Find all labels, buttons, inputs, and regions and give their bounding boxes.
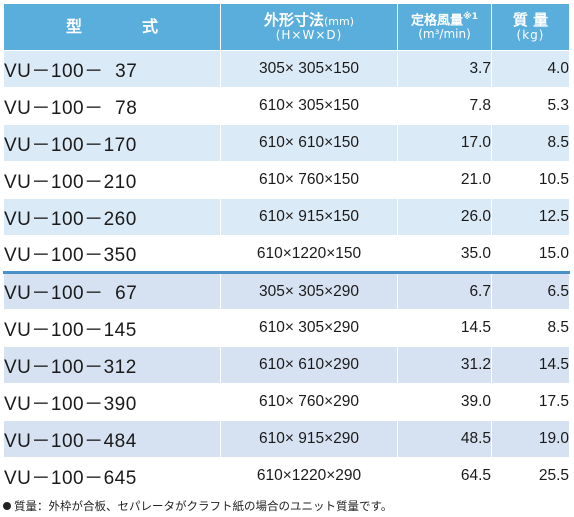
- model-cell: VU－100－ 67: [3, 271, 221, 310]
- model-cell: VU－100－ 78: [3, 87, 221, 125]
- footnote: 質量：外枠が合板、セパレータがクラフト紙の場合のユニット質量です。: [3, 498, 392, 514]
- mass-cell: 19.0: [491, 420, 570, 458]
- dims-cell: 305× 305×150: [220, 50, 398, 88]
- mass-cell: 12.5: [491, 198, 570, 236]
- flow-cell: 26.0: [397, 198, 492, 236]
- table-row: VU－100－350 610×1220×150 35.0 15.0: [3, 235, 570, 273]
- header-flow-label: 定格風量: [410, 12, 463, 28]
- header-flow-mark: ※1: [463, 11, 479, 22]
- model-cell: VU－100－210: [3, 161, 221, 199]
- table-row: VU－100－260 610× 915×150 26.0 12.5: [3, 198, 570, 236]
- dims-cell: 610×1220×150: [220, 235, 398, 273]
- mass-cell: 15.0: [491, 235, 570, 273]
- header-type-label: 型式: [65, 17, 218, 37]
- dims-cell: 610× 760×150: [220, 161, 398, 199]
- mass-cell: 5.3: [491, 87, 570, 125]
- flow-cell: 21.0: [397, 161, 492, 199]
- flow-cell: 39.0: [397, 383, 492, 421]
- header-dims-unit: (mm): [324, 15, 355, 29]
- flow-cell: 3.7: [397, 50, 492, 88]
- model-cell: VU－100－170: [3, 124, 221, 162]
- table-row: VU－100－484 610× 915×290 48.5 19.0: [3, 420, 570, 458]
- model-cell: VU－100－484: [3, 420, 221, 458]
- table-row: VU－100－390 610× 760×290 39.0 17.5: [3, 383, 570, 421]
- model-cell: VU－100－260: [3, 198, 221, 236]
- table-body: VU－100－ 37 305× 305×150 3.7 4.0 VU－100－ 78 61…: [3, 50, 570, 495]
- flow-cell: 14.5: [397, 309, 492, 347]
- header-dims: 外形寸法(mm) (H×W×D): [220, 3, 398, 51]
- dims-cell: 610× 915×290: [220, 420, 398, 458]
- mass-cell: 10.5: [491, 161, 570, 199]
- dims-cell: 610×1220×290: [220, 457, 398, 495]
- table-row: VU－100－170 610× 610×150 17.0 8.5: [3, 124, 570, 162]
- table-row: VU－100－210 610× 760×150 21.0 10.5: [3, 161, 570, 199]
- flow-cell: 7.8: [397, 87, 492, 125]
- header-flow: 定格風量※1 (m³/min): [397, 3, 492, 51]
- flow-cell: 17.0: [397, 124, 492, 162]
- table-header: 型式 外形寸法(mm) (H×W×D) 定格風量※1 (m³/min) 質 量 …: [3, 3, 570, 51]
- dims-cell: 610× 305×150: [220, 87, 398, 125]
- header-flow-unit: (m³/min): [418, 27, 471, 42]
- mass-cell: 25.5: [491, 457, 570, 495]
- model-cell: VU－100－ 37: [3, 50, 221, 88]
- model-cell: VU－100－145: [3, 309, 221, 347]
- dims-cell: 610× 915×150: [220, 198, 398, 236]
- dims-cell: 610× 305×290: [220, 309, 398, 347]
- bullet-icon: [3, 502, 11, 510]
- table-row: VU－100－ 37 305× 305×150 3.7 4.0: [3, 50, 570, 88]
- header-type: 型式: [3, 3, 221, 51]
- model-cell: VU－100－390: [3, 383, 221, 421]
- footnote-text: 質量：外枠が合板、セパレータがクラフト紙の場合のユニット質量です。: [14, 499, 393, 513]
- header-dims-label: 外形寸法: [263, 11, 324, 30]
- mass-cell: 8.5: [491, 309, 570, 347]
- header-mass-label: 質 量: [512, 11, 549, 30]
- mass-cell: 17.5: [491, 383, 570, 421]
- dims-cell: 305× 305×290: [220, 271, 398, 310]
- dims-cell: 610× 610×290: [220, 346, 398, 384]
- dims-cell: 610× 610×150: [220, 124, 398, 162]
- table-row: VU－100－312 610× 610×290 31.2 14.5: [3, 346, 570, 384]
- model-cell: VU－100－350: [3, 235, 221, 273]
- flow-cell: 31.2: [397, 346, 492, 384]
- spec-table: 型式 外形寸法(mm) (H×W×D) 定格風量※1 (m³/min) 質 量 …: [3, 3, 570, 495]
- table-row: VU－100－145 610× 305×290 14.5 8.5: [3, 309, 570, 347]
- flow-cell: 35.0: [397, 235, 492, 273]
- mass-cell: 14.5: [491, 346, 570, 384]
- table-row: VU－100－ 67 305× 305×290 6.7 6.5: [3, 271, 570, 310]
- flow-cell: 64.5: [397, 457, 492, 495]
- flow-cell: 48.5: [397, 420, 492, 458]
- model-cell: VU－100－312: [3, 346, 221, 384]
- mass-cell: 6.5: [491, 271, 570, 310]
- dims-cell: 610× 760×290: [220, 383, 398, 421]
- mass-cell: 8.5: [491, 124, 570, 162]
- header-mass-unit: (kg): [516, 27, 545, 42]
- flow-cell: 6.7: [397, 271, 492, 310]
- table-row: VU－100－645 610×1220×290 64.5 25.5: [3, 457, 570, 495]
- mass-cell: 4.0: [491, 50, 570, 88]
- header-mass: 質 量 (kg): [491, 3, 570, 51]
- table-row: VU－100－ 78 610× 305×150 7.8 5.3: [3, 87, 570, 125]
- header-dims-sub: (H×W×D): [275, 27, 343, 42]
- model-cell: VU－100－645: [3, 457, 221, 495]
